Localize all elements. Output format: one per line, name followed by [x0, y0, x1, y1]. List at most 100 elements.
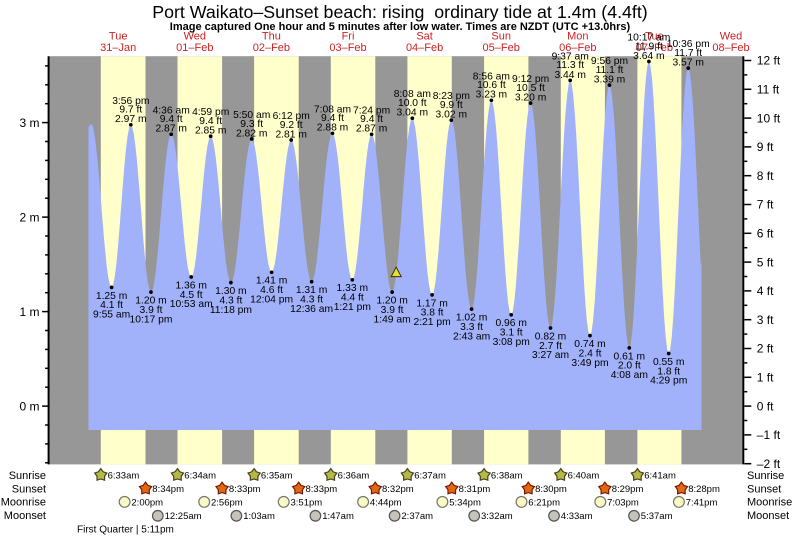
svg-text:9:12 pm: 9:12 pm: [512, 74, 549, 85]
svg-text:1.25 m: 1.25 m: [96, 291, 127, 302]
svg-text:Sunset: Sunset: [12, 483, 46, 495]
svg-text:Thu: Thu: [262, 31, 281, 43]
svg-text:9.4 ft: 9.4 ft: [199, 116, 222, 127]
svg-text:Image captured One hour and 5: Image captured One hour and 5 minutes af…: [170, 21, 631, 33]
svg-text:0.74 m: 0.74 m: [574, 339, 605, 350]
svg-text:Mon: Mon: [567, 31, 588, 43]
svg-text:01–Feb: 01–Feb: [176, 42, 213, 54]
svg-text:4.4 ft: 4.4 ft: [341, 293, 364, 304]
svg-text:0.61 m: 0.61 m: [614, 351, 645, 362]
svg-text:2 ft: 2 ft: [757, 342, 774, 356]
svg-text:3.20 m: 3.20 m: [515, 93, 546, 104]
svg-text:1 ft: 1 ft: [757, 371, 774, 385]
svg-text:–1 ft: –1 ft: [757, 428, 781, 442]
svg-text:2 m: 2 m: [19, 210, 39, 224]
svg-text:Sunset: Sunset: [747, 483, 781, 495]
svg-text:1:49 am: 1:49 am: [373, 314, 410, 325]
svg-text:8:29pm: 8:29pm: [612, 484, 644, 495]
svg-text:Sunrise: Sunrise: [747, 470, 784, 482]
svg-text:3:56 pm: 3:56 pm: [112, 96, 149, 107]
svg-text:3.57 m: 3.57 m: [672, 58, 703, 69]
svg-text:4.1 ft: 4.1 ft: [100, 300, 123, 311]
svg-text:4 ft: 4 ft: [757, 284, 774, 298]
svg-text:1.36 m: 1.36 m: [175, 280, 206, 291]
svg-text:04–Feb: 04–Feb: [406, 42, 443, 54]
svg-text:0 ft: 0 ft: [757, 399, 774, 413]
svg-text:2.87 m: 2.87 m: [356, 124, 387, 135]
svg-text:12:25am: 12:25am: [165, 511, 202, 522]
svg-text:11 ft: 11 ft: [757, 83, 780, 97]
svg-text:5:34pm: 5:34pm: [449, 497, 481, 508]
svg-text:8:30pm: 8:30pm: [535, 484, 567, 495]
svg-text:8:56 am: 8:56 am: [473, 71, 510, 82]
svg-text:06–Feb: 06–Feb: [559, 42, 596, 54]
svg-text:3.02 m: 3.02 m: [436, 110, 467, 121]
svg-text:1:21 pm: 1:21 pm: [334, 302, 371, 313]
svg-text:12:36 am: 12:36 am: [290, 304, 333, 315]
svg-text:10.5 ft: 10.5 ft: [516, 83, 545, 94]
svg-text:1.02 m: 1.02 m: [456, 313, 487, 324]
svg-text:10 ft: 10 ft: [757, 111, 781, 125]
svg-text:6:12 pm: 6:12 pm: [273, 111, 310, 122]
svg-text:2.81 m: 2.81 m: [275, 129, 306, 140]
svg-text:4:44pm: 4:44pm: [370, 497, 402, 508]
svg-text:9:56 pm: 9:56 pm: [591, 56, 628, 67]
svg-text:1.41 m: 1.41 m: [256, 276, 287, 287]
svg-text:2.82 m: 2.82 m: [236, 128, 267, 139]
svg-text:2.88 m: 2.88 m: [317, 123, 348, 134]
svg-text:3.04 m: 3.04 m: [397, 108, 428, 119]
svg-text:4.6 ft: 4.6 ft: [260, 285, 283, 296]
svg-text:8:31pm: 8:31pm: [459, 484, 491, 495]
svg-text:8:32pm: 8:32pm: [382, 484, 414, 495]
svg-text:3:08 pm: 3:08 pm: [493, 337, 530, 348]
svg-text:8:08 am: 8:08 am: [394, 89, 431, 100]
svg-text:2.7 ft: 2.7 ft: [539, 341, 562, 352]
svg-text:9 ft: 9 ft: [757, 140, 774, 154]
svg-text:3:27 am: 3:27 am: [532, 350, 569, 361]
svg-text:2:43 am: 2:43 am: [453, 331, 490, 342]
svg-text:Tue: Tue: [109, 31, 128, 43]
svg-text:10:17 pm: 10:17 pm: [130, 314, 173, 325]
svg-text:3.8 ft: 3.8 ft: [421, 308, 444, 319]
svg-text:1.8 ft: 1.8 ft: [657, 366, 680, 377]
svg-text:1 m: 1 m: [19, 305, 39, 319]
svg-text:8:33pm: 8:33pm: [229, 484, 261, 495]
svg-text:–2 ft: –2 ft: [757, 457, 781, 471]
svg-text:5:50 am: 5:50 am: [233, 110, 270, 121]
svg-text:Tue: Tue: [645, 31, 664, 43]
svg-text:2:37am: 2:37am: [401, 511, 433, 522]
svg-text:3:49 pm: 3:49 pm: [571, 358, 608, 369]
svg-text:8:33pm: 8:33pm: [306, 484, 338, 495]
svg-text:6:38am: 6:38am: [491, 470, 523, 481]
svg-text:3.39 m: 3.39 m: [594, 75, 625, 86]
svg-text:0.55 m: 0.55 m: [653, 357, 684, 368]
svg-text:4:08 am: 4:08 am: [611, 370, 648, 381]
svg-text:Port Waikato–Sunset beach: ris: Port Waikato–Sunset beach: rising ordina…: [152, 2, 647, 22]
svg-text:11.9 ft: 11.9 ft: [635, 41, 663, 52]
svg-text:4:59 pm: 4:59 pm: [192, 107, 229, 118]
svg-text:11:18 pm: 11:18 pm: [210, 305, 252, 316]
svg-text:9.3 ft: 9.3 ft: [240, 119, 263, 130]
svg-text:07–Feb: 07–Feb: [636, 42, 673, 54]
svg-text:12 ft: 12 ft: [757, 54, 781, 68]
svg-text:02–Feb: 02–Feb: [253, 42, 290, 54]
svg-text:6:36am: 6:36am: [338, 470, 370, 481]
svg-text:8:28pm: 8:28pm: [688, 484, 720, 495]
svg-text:0 m: 0 m: [19, 399, 39, 413]
svg-text:1.20 m: 1.20 m: [135, 296, 166, 307]
svg-text:9:37 am: 9:37 am: [552, 51, 589, 62]
svg-text:10:53 am: 10:53 am: [170, 299, 213, 310]
svg-text:4.3 ft: 4.3 ft: [300, 295, 323, 306]
svg-text:9.4 ft: 9.4 ft: [160, 114, 183, 125]
svg-text:6:37am: 6:37am: [414, 470, 446, 481]
svg-text:9:55 am: 9:55 am: [93, 310, 130, 321]
svg-text:7:41pm: 7:41pm: [686, 497, 718, 508]
svg-text:5 ft: 5 ft: [757, 255, 774, 269]
svg-text:10.0 ft: 10.0 ft: [398, 98, 427, 109]
svg-text:Moonset: Moonset: [747, 510, 789, 522]
svg-text:4.3 ft: 4.3 ft: [219, 295, 242, 306]
svg-text:4.5 ft: 4.5 ft: [180, 290, 203, 301]
svg-text:2.85 m: 2.85 m: [195, 126, 226, 137]
svg-text:3:32am: 3:32am: [481, 511, 513, 522]
svg-text:0.96 m: 0.96 m: [495, 318, 526, 329]
